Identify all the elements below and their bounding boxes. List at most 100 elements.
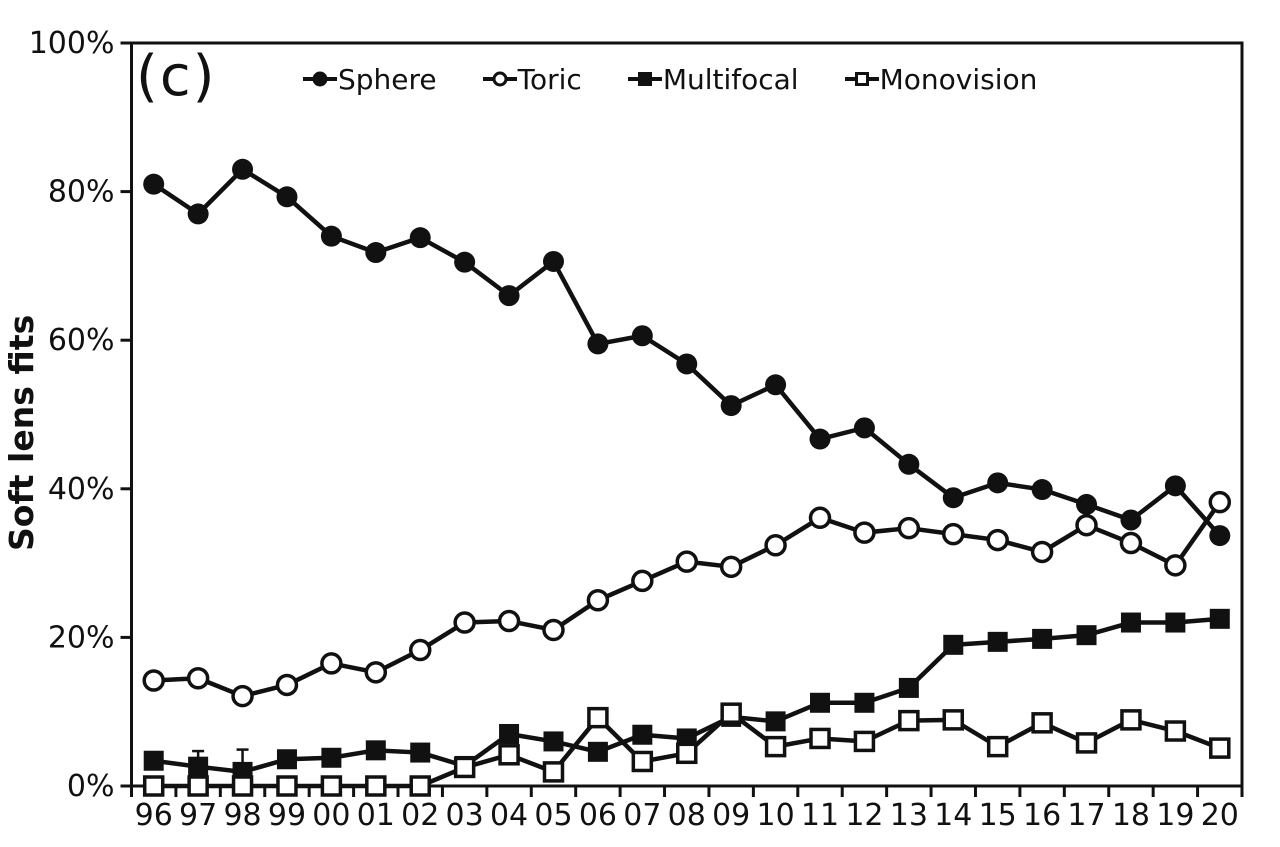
monovision-point (631, 750, 654, 773)
sphere-point (1209, 525, 1231, 547)
x-tick-label: 11 (801, 798, 839, 833)
toric-point (408, 638, 432, 662)
toric-point (542, 618, 565, 642)
y-tick-label: 40% (48, 472, 115, 507)
sphere-point (454, 251, 476, 273)
monovision-point (365, 775, 387, 797)
monovision-point (1164, 720, 1187, 742)
multifocal-point (810, 692, 831, 713)
x-tick-label: 06 (579, 798, 617, 833)
toric-point (1164, 554, 1187, 577)
sphere-point (1076, 493, 1098, 515)
toric-point (719, 555, 743, 579)
x-tick-label: 05 (534, 798, 572, 833)
monovision-point (853, 730, 876, 753)
x-tick-label: 97 (179, 798, 217, 833)
toric-point (320, 652, 343, 675)
toric-point (1075, 513, 1098, 537)
multifocal-point (1209, 608, 1230, 629)
monovision-point (542, 761, 565, 783)
legend-label-toric: Toric (517, 62, 582, 96)
sphere-point (1120, 509, 1142, 531)
monovision-point (764, 735, 787, 758)
x-tick-label: 19 (1156, 798, 1194, 833)
sphere-point (542, 250, 564, 272)
sphere-point (853, 417, 875, 439)
legend-label-monovision: Monovision (879, 62, 1038, 96)
series-line-toric (153, 500, 1222, 699)
sphere-point (676, 353, 698, 375)
toric-point (942, 522, 965, 546)
toric-point (897, 516, 921, 540)
toric-legend-marker-icon (482, 70, 517, 88)
multifocal-point (632, 724, 653, 745)
monovision-point (898, 709, 920, 732)
x-tick-label: 14 (934, 798, 972, 833)
monovision-point (587, 706, 609, 729)
multifocal-point (587, 741, 608, 762)
toric-point (453, 611, 476, 634)
sphere-point (942, 487, 964, 509)
y-tick-label: 20% (48, 620, 115, 655)
sphere-point (365, 242, 387, 264)
monovision-point (1031, 712, 1053, 734)
monovision-point (1075, 732, 1098, 754)
monovision-point (986, 735, 1009, 758)
sphere-point (765, 374, 787, 396)
toric-point (1208, 490, 1232, 514)
legend-item-toric: Toric (482, 62, 582, 96)
monovision-point (453, 756, 476, 779)
x-tick-label: 20 (1201, 798, 1239, 833)
monovision-point (142, 775, 165, 797)
sphere-point (498, 285, 520, 307)
multifocal-point (276, 749, 297, 770)
x-tick-label: 10 (756, 798, 794, 833)
multifocal-legend-marker-icon (627, 70, 662, 88)
monovision-point (720, 702, 742, 724)
series-line-sphere (152, 167, 1222, 538)
x-tick-label: 03 (446, 798, 484, 833)
sphere-point (1031, 479, 1053, 501)
legend-item-multifocal: Multifocal (627, 63, 799, 96)
monovision-legend-marker-icon (844, 70, 879, 88)
toric-point (142, 669, 165, 692)
monovision-point (231, 775, 254, 797)
multifocal-point (1076, 625, 1097, 646)
y-tick-label: 60% (48, 323, 115, 358)
x-tick-label: 04 (490, 798, 528, 833)
monovision-point (942, 709, 965, 731)
plot-border (130, 41, 1244, 788)
monovision-point (809, 727, 831, 750)
monovision-point (1209, 737, 1231, 759)
toric-point (631, 569, 654, 593)
x-tick-label: 12 (845, 798, 883, 833)
x-tick-label: 13 (890, 798, 928, 833)
toric-point (808, 506, 832, 530)
sphere-point (1164, 475, 1186, 497)
x-tick-label: 00 (312, 798, 350, 833)
multifocal-point (410, 742, 431, 763)
multifocal-point (365, 740, 386, 761)
y-tick-label: 0% (67, 769, 115, 804)
x-tick-label: 18 (1112, 798, 1150, 833)
monovision-point (676, 742, 698, 765)
sphere-point (898, 453, 920, 475)
toric-point (586, 589, 610, 612)
sphere-point (320, 225, 342, 247)
x-tick-label: 01 (357, 798, 395, 833)
x-tick-label: 98 (223, 798, 261, 833)
sphere-point (187, 203, 209, 225)
monovision-point (187, 775, 209, 797)
monovision-point (276, 775, 298, 797)
y-tick-label: 100% (29, 26, 115, 61)
y-axis-title: Soft lens fits (2, 314, 41, 552)
sphere-point (409, 227, 431, 249)
toric-point (1119, 531, 1143, 555)
x-tick-label: 96 (135, 798, 173, 833)
multifocal-point (987, 631, 1008, 652)
sphere-point (809, 428, 831, 450)
multifocal-point (765, 711, 786, 732)
monovision-point (409, 775, 431, 797)
x-tick-label: 16 (1023, 798, 1061, 833)
